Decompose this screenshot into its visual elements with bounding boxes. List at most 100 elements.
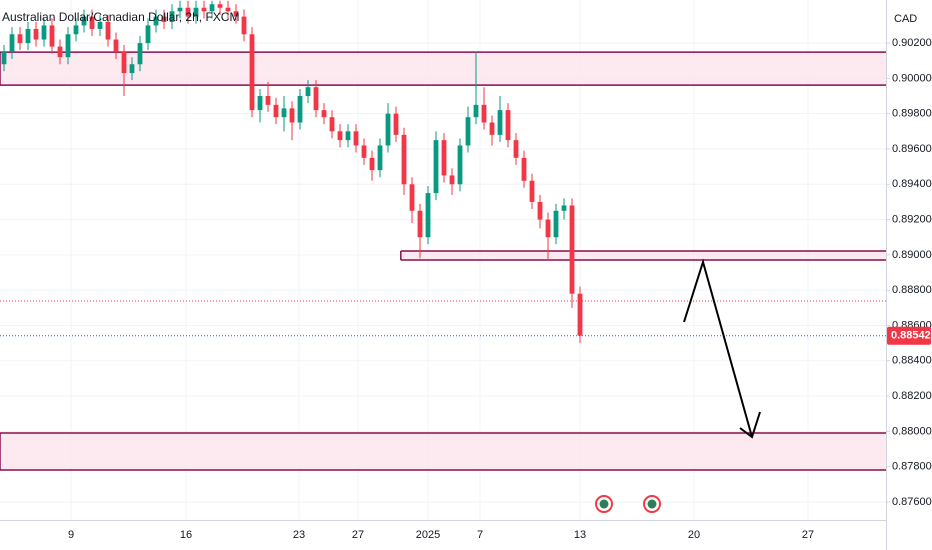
x-tick-label: 9 <box>68 529 74 541</box>
candle-body <box>65 34 71 58</box>
event-icons[interactable] <box>595 495 661 513</box>
y-tick-label: 0.89000 <box>892 249 932 261</box>
x-tick-label: 7 <box>477 529 483 541</box>
axes: 0.90200 0.90000 0.89800 0.89600 0.89400 0.892… <box>68 37 932 541</box>
candle-body <box>473 104 479 118</box>
time-axis-bg <box>0 520 886 550</box>
candle-body <box>305 87 311 97</box>
chart-title: Australian Dollar/Canadian Dollar, 2h, F… <box>2 10 239 24</box>
candle-body <box>545 219 551 238</box>
zone <box>400 250 886 260</box>
candle-body <box>401 134 407 185</box>
candle-body <box>521 157 527 181</box>
candle-body <box>553 210 559 238</box>
y-tick-label: 0.87800 <box>892 461 932 473</box>
candle-body <box>417 210 423 238</box>
candle-body <box>193 7 199 17</box>
candle-body <box>49 25 55 47</box>
candle-body <box>81 16 87 26</box>
candle-body <box>25 28 31 44</box>
candle-body <box>217 4 223 8</box>
y-tick-label: 0.89400 <box>892 178 932 190</box>
x-tick-label: 13 <box>574 529 586 541</box>
candle-body <box>577 293 583 336</box>
candle-body <box>185 7 191 17</box>
x-tick-label: 27 <box>352 529 364 541</box>
candle-body <box>17 34 23 44</box>
price-lines <box>0 300 886 337</box>
x-tick-label: 27 <box>802 529 814 541</box>
candle-body <box>273 104 279 118</box>
candle-body <box>73 25 79 35</box>
candle-body <box>241 16 247 35</box>
candle-body <box>425 193 431 238</box>
candle-body <box>225 7 231 12</box>
candle-body <box>265 96 271 105</box>
candle-body <box>457 145 463 185</box>
candle-body <box>513 140 519 158</box>
y-tick-label: 0.88200 <box>892 390 932 402</box>
candle-body <box>201 7 207 12</box>
candle-body <box>129 64 135 74</box>
candle-body <box>161 16 167 22</box>
candle-body <box>89 16 95 29</box>
candle-body <box>393 113 399 135</box>
candle-body <box>433 140 439 194</box>
price-axis-bg <box>886 0 932 550</box>
x-tick-label: 2025 <box>416 529 440 541</box>
candle-body <box>313 87 319 111</box>
candle-body <box>97 21 103 29</box>
candle-body <box>385 113 391 146</box>
y-tick-label: 0.89600 <box>892 143 932 155</box>
candle-body <box>561 205 567 211</box>
candle-body <box>569 205 575 294</box>
last-price-box <box>887 326 931 345</box>
candle-body <box>41 25 47 40</box>
candle-body <box>281 108 287 118</box>
y-tick-label: 0.88800 <box>892 284 932 296</box>
candle-body <box>233 11 239 17</box>
candle-body <box>9 34 15 52</box>
y-tick-label: 0.89200 <box>892 213 932 225</box>
candle-body <box>353 131 359 146</box>
candle-body <box>465 117 471 146</box>
candle-body <box>57 46 63 58</box>
candle-body <box>449 175 455 185</box>
x-tick-label: 20 <box>688 529 700 541</box>
candle-body <box>169 11 175 22</box>
currency-label: CAD <box>894 13 917 25</box>
candle-body <box>209 4 215 12</box>
candle-body <box>329 117 335 132</box>
candle-body <box>377 145 383 171</box>
last-price-label: 0.88542 <box>891 330 931 342</box>
candle-body <box>505 110 511 141</box>
candle-body <box>481 104 487 123</box>
arrow-head <box>739 411 761 439</box>
arrow-path <box>683 258 753 438</box>
candle-body <box>249 34 255 111</box>
candle-body <box>345 131 351 141</box>
y-tick-label: 0.89800 <box>892 108 932 120</box>
candle-body <box>105 21 111 40</box>
candle-body <box>257 96 263 111</box>
candle-body <box>113 39 119 52</box>
y-tick-label: 0.88400 <box>892 355 932 367</box>
candle-body <box>137 43 143 65</box>
candle-body <box>489 122 495 135</box>
y-tick-label: 0.87600 <box>892 496 932 508</box>
event-icon-inner <box>599 499 609 509</box>
candle-body <box>153 16 159 26</box>
candle-body <box>537 201 543 220</box>
y-tick-label: 0.90000 <box>892 72 932 84</box>
candle-body <box>409 184 415 211</box>
candle-body <box>121 51 127 74</box>
zones <box>0 51 886 471</box>
drawn-arrow <box>683 258 761 439</box>
candle-body <box>497 110 503 135</box>
x-tick-label: 16 <box>180 529 192 541</box>
zone <box>0 432 886 471</box>
zone <box>0 52 886 86</box>
y-tick-label: 0.90200 <box>892 37 932 49</box>
candle-body <box>145 25 151 44</box>
